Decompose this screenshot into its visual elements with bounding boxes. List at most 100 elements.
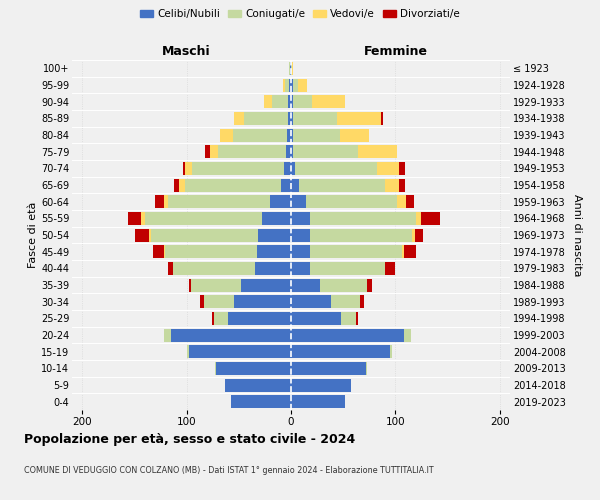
Bar (192, 162, 284, 175)
Bar (293, 128, 340, 141)
Bar (404, 328, 411, 342)
Bar (284, 162, 291, 175)
Bar (421, 212, 440, 225)
Bar (299, 178, 385, 192)
Bar (286, 145, 291, 158)
Bar (337, 112, 380, 125)
Bar (168, 195, 270, 208)
Bar (291, 278, 320, 291)
Bar (293, 112, 337, 125)
Bar (295, 162, 377, 175)
Bar (415, 228, 424, 241)
Bar (214, 312, 229, 325)
Bar (312, 95, 345, 108)
Bar (416, 212, 421, 225)
Bar (226, 378, 291, 392)
Bar (212, 312, 214, 325)
Bar (179, 178, 185, 192)
Bar (233, 128, 287, 141)
Bar (291, 212, 310, 225)
Bar (290, 62, 291, 75)
Bar (380, 112, 383, 125)
Bar (291, 362, 366, 375)
Bar (385, 178, 400, 192)
Bar (164, 328, 171, 342)
Bar (390, 345, 392, 358)
Bar (291, 312, 341, 325)
Bar (298, 78, 307, 92)
Bar (189, 345, 291, 358)
Bar (366, 362, 367, 375)
Bar (233, 295, 291, 308)
Bar (291, 112, 293, 125)
Legend: Celibi/Nubili, Coniugati/e, Vedovi/e, Divorziati/e: Celibi/Nubili, Coniugati/e, Vedovi/e, Di… (136, 5, 464, 24)
Bar (216, 362, 291, 375)
Bar (377, 162, 400, 175)
Text: COMUNE DI VEDUGGIO CON COLZANO (MB) - Dati ISTAT 1° gennaio 2024 - Elaborazione : COMUNE DI VEDUGGIO CON COLZANO (MB) - Da… (24, 466, 434, 475)
Bar (305, 195, 397, 208)
Bar (310, 245, 401, 258)
Bar (356, 312, 358, 325)
Bar (191, 278, 241, 291)
Bar (262, 212, 291, 225)
Bar (310, 212, 416, 225)
Bar (291, 178, 299, 192)
Bar (293, 78, 298, 92)
Bar (291, 62, 292, 75)
Bar (291, 228, 310, 241)
Bar (404, 245, 416, 258)
Bar (412, 228, 415, 241)
Bar (257, 228, 291, 241)
Bar (215, 362, 216, 375)
Bar (385, 262, 395, 275)
Bar (270, 195, 291, 208)
Bar (331, 295, 360, 308)
Bar (209, 145, 218, 158)
Bar (244, 112, 288, 125)
Bar (154, 245, 164, 258)
Bar (205, 295, 233, 308)
Bar (187, 345, 189, 358)
Bar (291, 78, 293, 92)
Bar (145, 212, 262, 225)
Bar (287, 128, 291, 141)
Bar (155, 195, 164, 208)
Bar (165, 245, 257, 258)
Bar (291, 295, 331, 308)
Bar (185, 162, 192, 175)
Bar (310, 262, 385, 275)
Bar (285, 78, 289, 92)
Bar (291, 345, 390, 358)
Bar (128, 212, 141, 225)
Bar (230, 395, 291, 408)
Bar (401, 245, 404, 258)
Bar (185, 178, 281, 192)
Bar (182, 162, 185, 175)
Bar (272, 95, 288, 108)
Y-axis label: Fasce di età: Fasce di età (28, 202, 38, 268)
Bar (310, 228, 412, 241)
Bar (164, 195, 168, 208)
Bar (340, 128, 369, 141)
Bar (241, 278, 291, 291)
Bar (291, 128, 293, 141)
Bar (400, 178, 404, 192)
Bar (220, 128, 233, 141)
Y-axis label: Anni di nascita: Anni di nascita (572, 194, 583, 276)
Bar (281, 178, 291, 192)
Bar (173, 262, 254, 275)
Bar (406, 195, 414, 208)
Text: Femmine: Femmine (364, 46, 428, 59)
Bar (320, 278, 367, 291)
Bar (254, 262, 291, 275)
Bar (291, 395, 345, 408)
Bar (288, 95, 291, 108)
Bar (151, 228, 257, 241)
Bar (149, 228, 151, 241)
Bar (397, 195, 406, 208)
Bar (257, 245, 291, 258)
Bar (400, 162, 404, 175)
Bar (360, 295, 364, 308)
Bar (168, 262, 173, 275)
Bar (291, 245, 310, 258)
